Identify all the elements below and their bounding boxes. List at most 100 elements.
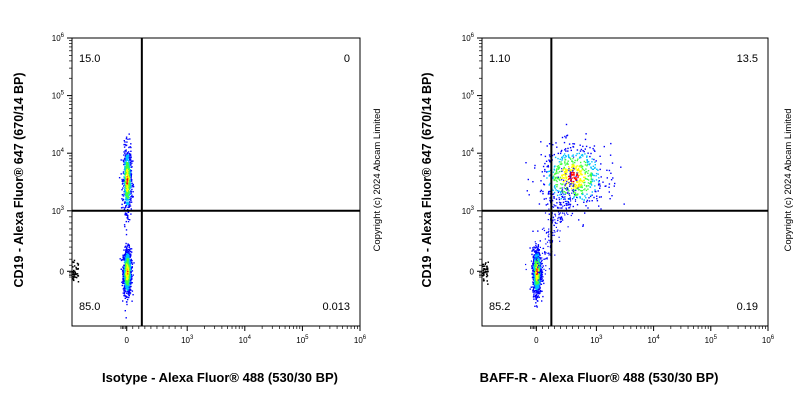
- event-dot: [128, 252, 131, 254]
- event-dot: [119, 258, 121, 260]
- event-dot: [540, 269, 543, 271]
- event-dot: [531, 267, 533, 270]
- event-dot: [576, 172, 578, 174]
- event-dot: [571, 169, 573, 171]
- event-dot: [568, 156, 570, 159]
- event-dot: [534, 262, 536, 264]
- event-dot: [586, 164, 588, 166]
- event-dot: [128, 184, 131, 186]
- event-dot: [544, 155, 547, 158]
- event-dot: [122, 277, 124, 279]
- event-dot: [127, 293, 129, 295]
- event-dot: [126, 165, 128, 167]
- event-dot: [591, 173, 594, 175]
- edge-event: [74, 270, 76, 273]
- event-dot: [567, 188, 569, 191]
- event-dot: [587, 175, 590, 177]
- event-dot: [557, 165, 560, 167]
- event-dot: [575, 154, 577, 157]
- event-dot: [576, 173, 578, 175]
- event-dot: [600, 196, 602, 198]
- event-dot: [571, 212, 574, 215]
- x-tick-label: 105: [705, 335, 718, 345]
- event-dot: [123, 272, 126, 274]
- event-dot: [537, 292, 540, 294]
- event-dot: [553, 196, 555, 198]
- event-dot: [125, 269, 127, 271]
- event-dot: [581, 167, 584, 170]
- event-dot: [124, 294, 126, 297]
- event-dot: [536, 270, 538, 272]
- event-dot: [537, 281, 539, 283]
- event-dot: [533, 278, 535, 280]
- event-dot: [131, 162, 133, 164]
- event-dot: [126, 197, 129, 200]
- event-dot: [125, 242, 127, 245]
- event-dot: [532, 291, 534, 293]
- event-dot: [536, 282, 538, 284]
- event-dot: [545, 232, 547, 234]
- event-dot: [589, 195, 592, 198]
- event-dot: [596, 198, 598, 200]
- event-dot: [582, 181, 584, 183]
- event-dot: [573, 177, 576, 180]
- event-dot: [129, 292, 131, 294]
- event-dot: [574, 189, 577, 191]
- event-dot: [570, 175, 572, 177]
- edge-event: [75, 273, 77, 276]
- event-dot: [567, 213, 569, 215]
- event-dot: [565, 188, 567, 190]
- event-dot: [122, 172, 125, 175]
- event-dot: [558, 167, 560, 169]
- event-dot: [533, 293, 535, 295]
- event-dot: [536, 278, 538, 280]
- event-dot: [129, 256, 131, 258]
- event-dot: [592, 174, 594, 176]
- edge-event: [72, 272, 75, 274]
- event-dot: [571, 189, 573, 191]
- y-tick-label: 105: [52, 91, 65, 101]
- event-dot: [126, 248, 128, 250]
- event-dot: [581, 186, 583, 189]
- event-dot: [122, 199, 124, 202]
- event-dot: [572, 167, 574, 169]
- edge-event: [482, 269, 485, 272]
- event-dot: [536, 257, 538, 259]
- event-dot: [557, 229, 559, 231]
- event-dot: [553, 175, 555, 177]
- event-dot: [599, 183, 601, 185]
- event-dot: [533, 256, 535, 258]
- event-dot: [124, 181, 126, 183]
- event-dot: [580, 166, 583, 168]
- event-dot: [587, 188, 589, 190]
- event-dot: [575, 194, 577, 197]
- event-dot: [594, 164, 596, 166]
- event-dot: [552, 220, 554, 222]
- event-dot: [557, 217, 559, 219]
- edge-event: [72, 278, 75, 281]
- event-dot: [548, 154, 551, 156]
- event-dot: [574, 199, 577, 201]
- event-dot: [533, 259, 535, 261]
- edge-event: [486, 275, 489, 277]
- event-dot: [124, 261, 126, 263]
- event-dot: [584, 172, 586, 174]
- event-dot: [552, 144, 554, 146]
- event-dot: [535, 259, 537, 261]
- event-dot: [121, 258, 123, 261]
- event-dot: [589, 146, 591, 149]
- event-dot: [561, 149, 563, 152]
- event-dot: [126, 182, 128, 185]
- event-dot: [593, 174, 595, 177]
- event-dot: [123, 256, 125, 259]
- event-dot: [565, 208, 567, 210]
- event-dot: [125, 247, 128, 249]
- event-dot: [564, 157, 566, 159]
- event-dot: [590, 182, 592, 184]
- event-dot: [532, 181, 534, 183]
- event-dot: [583, 199, 585, 201]
- event-dot: [580, 186, 582, 188]
- event-dot: [556, 165, 558, 168]
- event-dot: [577, 175, 579, 177]
- event-dot: [127, 281, 129, 284]
